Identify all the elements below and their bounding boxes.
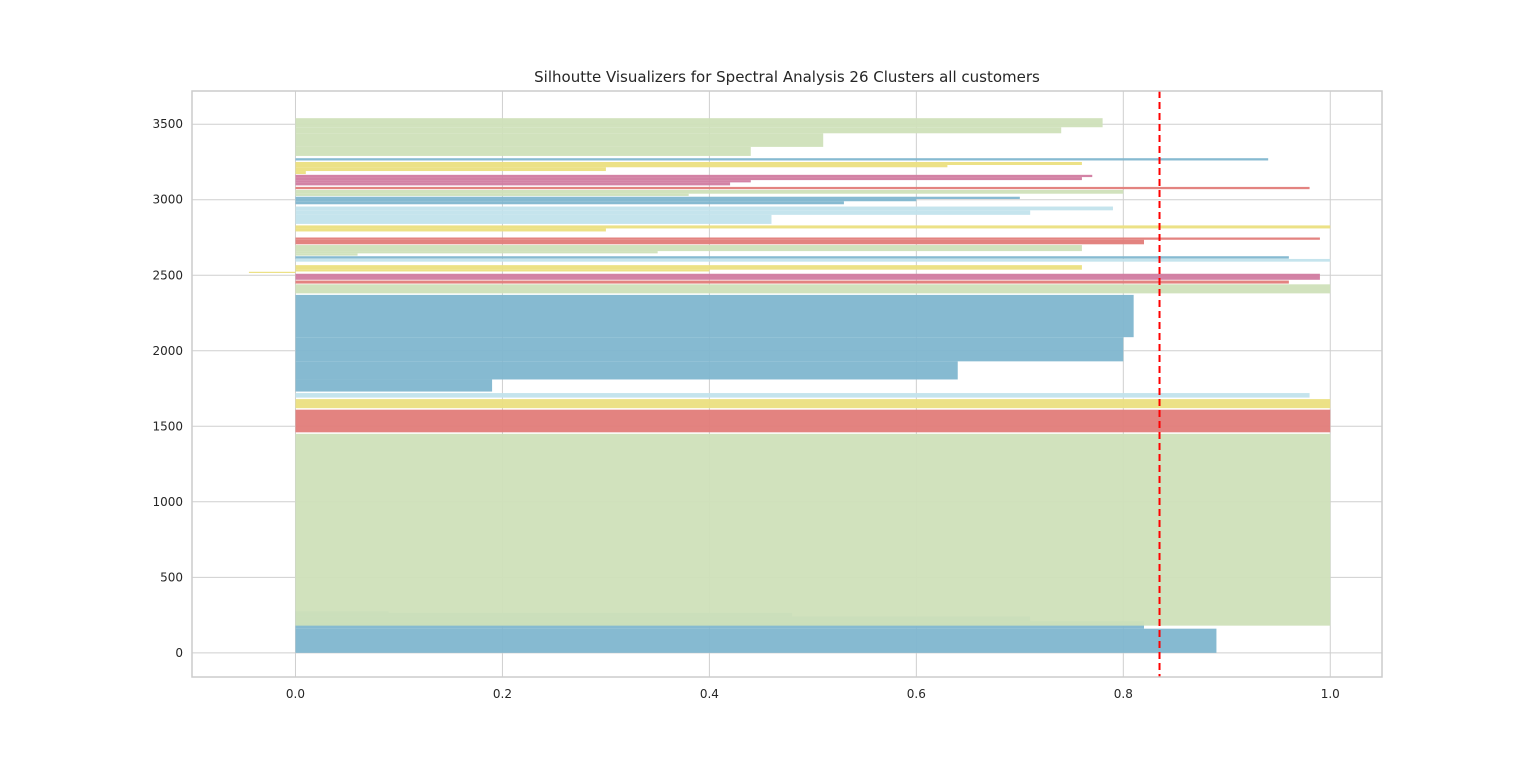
silhouette-bar xyxy=(295,171,306,175)
silhouette-cluster xyxy=(295,273,1320,280)
silhouette-bars xyxy=(248,118,1331,653)
silhouette-cluster xyxy=(295,206,1113,224)
silhouette-bar xyxy=(295,239,1144,245)
silhouette-bar xyxy=(295,251,658,254)
silhouette-cluster xyxy=(295,245,1082,256)
x-tick-label: 0.2 xyxy=(493,687,512,701)
silhouette-bar xyxy=(295,193,689,196)
silhouette-bar xyxy=(295,337,1124,362)
silhouette-bar xyxy=(295,393,1310,398)
x-tick-label: 0.6 xyxy=(907,687,926,701)
silhouette-cluster xyxy=(295,284,1331,294)
silhouette-bar xyxy=(295,206,1113,211)
silhouette-cluster xyxy=(295,409,1331,433)
plot-frame xyxy=(191,90,1383,678)
silhouette-bar xyxy=(295,258,1331,262)
silhouette-bar xyxy=(295,280,1289,284)
silhouette-bar xyxy=(295,161,1082,166)
y-tick-label: 3500 xyxy=(152,117,183,131)
silhouette-cluster xyxy=(295,399,1331,409)
silhouette-bar xyxy=(295,265,1082,270)
silhouette-cluster xyxy=(295,189,1124,196)
silhouette-bar xyxy=(295,180,751,183)
silhouette-bar xyxy=(295,167,606,172)
silhouette-bar xyxy=(295,189,1124,194)
silhouette-bar xyxy=(295,284,1331,294)
silhouette-cluster xyxy=(295,161,1082,175)
silhouette-bar xyxy=(295,237,1320,240)
silhouette-cluster xyxy=(295,186,1310,190)
silhouette-bar xyxy=(295,210,1031,215)
silhouette-bar xyxy=(295,253,358,256)
silhouette-bar xyxy=(295,146,751,156)
silhouette-cluster xyxy=(295,294,1134,392)
silhouette-cluster xyxy=(295,280,1289,284)
silhouette-bar xyxy=(295,269,710,272)
silhouette-cluster xyxy=(295,118,1103,156)
silhouette-bar xyxy=(295,228,606,232)
y-tick-label: 1000 xyxy=(152,495,183,509)
silhouette-bar xyxy=(295,399,1331,409)
silhouette-bar xyxy=(295,245,1082,252)
silhouette-bar xyxy=(295,409,1331,433)
silhouette-cluster xyxy=(295,393,1310,398)
chart-title: Silhoutte Visualizers for Spectral Analy… xyxy=(534,68,1040,86)
y-tick-label: 2500 xyxy=(152,268,183,282)
silhouette-bar xyxy=(295,133,824,147)
silhouette-bar xyxy=(295,182,731,186)
silhouette-cluster xyxy=(295,433,1331,626)
silhouette-bar xyxy=(295,273,1320,280)
silhouette-bar xyxy=(295,379,493,392)
silhouette-cluster xyxy=(248,265,1082,273)
silhouette-bar xyxy=(295,165,948,168)
silhouette-bar xyxy=(295,256,1289,259)
silhouette-bar xyxy=(295,118,1103,128)
y-axis-ticks: 0 500 1000 1500 2000 2500 3000 3500 xyxy=(152,117,183,660)
y-tick-label: 3000 xyxy=(152,193,183,207)
silhouette-bar xyxy=(295,628,1217,653)
silhouette-bar xyxy=(295,198,917,202)
x-tick-label: 0.0 xyxy=(286,687,305,701)
y-tick-label: 2000 xyxy=(152,344,183,358)
x-tick-label: 0.8 xyxy=(1114,687,1133,701)
silhouette-cluster xyxy=(295,174,1093,186)
silhouette-bar xyxy=(295,177,1082,181)
silhouette-bar xyxy=(295,127,1062,134)
y-tick-label: 0 xyxy=(175,646,183,660)
x-axis-ticks: 0.0 0.2 0.4 0.6 0.8 1.0 xyxy=(286,687,1340,701)
silhouette-bar xyxy=(295,201,844,205)
silhouette-bar xyxy=(295,186,1310,190)
silhouette-bar xyxy=(295,174,1093,178)
silhouette-bar xyxy=(295,361,958,380)
silhouette-cluster xyxy=(295,158,1269,161)
silhouette-cluster xyxy=(295,196,1020,205)
y-tick-label: 1500 xyxy=(152,419,183,433)
silhouette-bar xyxy=(295,433,1331,626)
silhouette-cluster xyxy=(295,256,1289,259)
silhouette-bar xyxy=(248,271,296,273)
x-tick-label: 1.0 xyxy=(1321,687,1340,701)
silhouette-bar xyxy=(295,214,772,224)
silhouette-bar xyxy=(295,196,1020,199)
silhouette-bar xyxy=(295,225,1331,229)
silhouette-bar xyxy=(295,294,1134,338)
silhouette-cluster xyxy=(295,225,1331,232)
x-tick-label: 0.4 xyxy=(700,687,719,701)
y-tick-label: 500 xyxy=(160,570,183,584)
silhouette-cluster xyxy=(295,258,1331,262)
silhouette-cluster xyxy=(295,237,1320,245)
silhouette-bar xyxy=(295,158,1269,161)
